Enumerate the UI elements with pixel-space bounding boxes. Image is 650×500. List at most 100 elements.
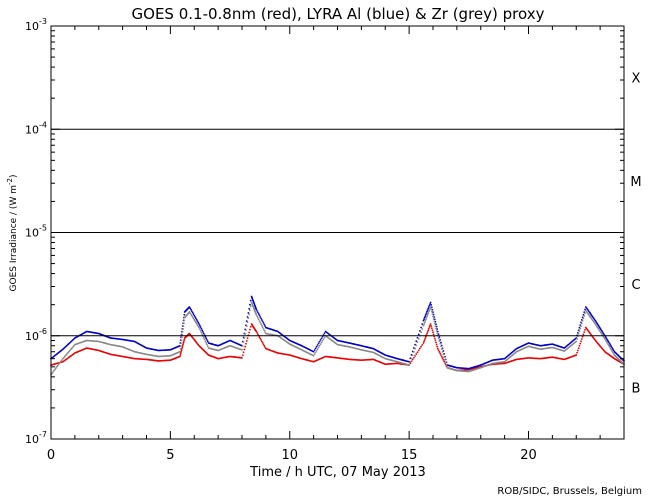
data-point xyxy=(425,312,428,314)
data-point xyxy=(248,313,251,316)
data-point xyxy=(414,354,416,357)
data-point xyxy=(422,319,425,322)
data-point xyxy=(182,341,185,344)
data-point xyxy=(424,337,427,340)
data-point xyxy=(244,345,247,348)
data-point xyxy=(429,323,432,325)
data-point xyxy=(257,316,259,319)
data-point xyxy=(442,358,445,361)
data-point xyxy=(440,345,442,348)
data-point xyxy=(582,317,585,320)
y-tick-base: 10 xyxy=(25,227,39,240)
data-point xyxy=(444,361,447,364)
data-point xyxy=(314,351,317,354)
data-point xyxy=(317,346,320,349)
data-point xyxy=(188,311,191,313)
flare-class-label-M: M xyxy=(630,175,641,190)
data-point xyxy=(432,318,435,320)
data-point xyxy=(581,320,584,322)
data-point xyxy=(422,324,425,327)
data-point xyxy=(421,328,424,330)
data-point xyxy=(195,318,198,321)
data-point xyxy=(575,340,578,343)
data-point xyxy=(183,340,185,343)
data-point xyxy=(181,336,183,339)
data-point xyxy=(204,340,207,343)
y-tick-label: 10-4 xyxy=(25,120,47,136)
data-point xyxy=(439,342,442,345)
data-point xyxy=(320,337,323,340)
data-point xyxy=(199,326,202,329)
data-point xyxy=(194,316,196,318)
data-point xyxy=(202,331,204,333)
data-point xyxy=(423,318,425,321)
data-point xyxy=(259,321,262,324)
data-point xyxy=(247,312,250,314)
data-point xyxy=(607,340,609,342)
data-point xyxy=(262,327,265,330)
data-point xyxy=(262,322,265,324)
data-point xyxy=(426,332,428,335)
y-axis-ticks: 10-710-610-510-410-3 xyxy=(25,17,624,446)
data-point xyxy=(426,309,429,311)
x-axis-ticks: 0 5 10 15 20 xyxy=(47,26,625,463)
x-tick-label: 5 xyxy=(166,448,174,463)
data-point xyxy=(439,352,442,355)
data-point xyxy=(430,325,433,327)
data-point xyxy=(435,330,438,332)
data-point xyxy=(320,341,323,344)
data-point xyxy=(604,339,607,342)
data-point xyxy=(242,351,245,354)
data-point xyxy=(179,355,181,358)
data-point xyxy=(417,337,420,340)
data-point xyxy=(577,332,580,335)
data-point xyxy=(181,347,183,350)
data-point xyxy=(244,333,247,335)
data-point xyxy=(427,306,430,308)
data-point xyxy=(196,324,199,326)
data-point xyxy=(263,323,266,326)
data-point xyxy=(437,337,440,340)
chart-title: GOES 0.1-0.8nm (red), LYRA Al (blue) & Z… xyxy=(132,5,545,23)
data-point xyxy=(241,354,244,356)
data-point xyxy=(426,310,428,313)
data-point xyxy=(427,307,430,310)
data-point xyxy=(179,345,182,347)
data-point xyxy=(203,338,206,341)
data-point xyxy=(245,340,248,342)
data-point xyxy=(442,353,445,356)
y-axis-label-close: ) xyxy=(9,175,19,179)
data-point xyxy=(610,348,613,351)
flare-class-label-C: C xyxy=(631,278,640,293)
data-point xyxy=(183,322,185,325)
data-point xyxy=(264,331,266,333)
data-point xyxy=(444,358,446,361)
data-point xyxy=(426,331,429,333)
data-point xyxy=(609,347,612,350)
data-point xyxy=(576,338,578,340)
data-point xyxy=(315,349,318,352)
data-point xyxy=(413,351,415,353)
x-axis-label: Time / h UTC, 07 May 2013 xyxy=(249,465,426,480)
data-point xyxy=(443,356,446,358)
data-point xyxy=(242,341,245,343)
series-2 xyxy=(50,301,625,376)
data-point xyxy=(414,347,416,350)
flare-class-label-B: B xyxy=(632,381,641,396)
data-point xyxy=(182,328,185,330)
data-point xyxy=(433,322,436,325)
data-point xyxy=(191,316,194,319)
data-point xyxy=(424,315,427,318)
data-point xyxy=(55,367,57,369)
data-point xyxy=(261,340,263,343)
data-point xyxy=(427,329,430,332)
data-point xyxy=(249,309,251,312)
data-point xyxy=(256,310,259,312)
data-point xyxy=(196,320,199,323)
data-point xyxy=(411,358,414,361)
data-point xyxy=(409,362,412,365)
data-point xyxy=(438,336,441,338)
data-point xyxy=(315,345,318,348)
data-point xyxy=(318,344,321,347)
